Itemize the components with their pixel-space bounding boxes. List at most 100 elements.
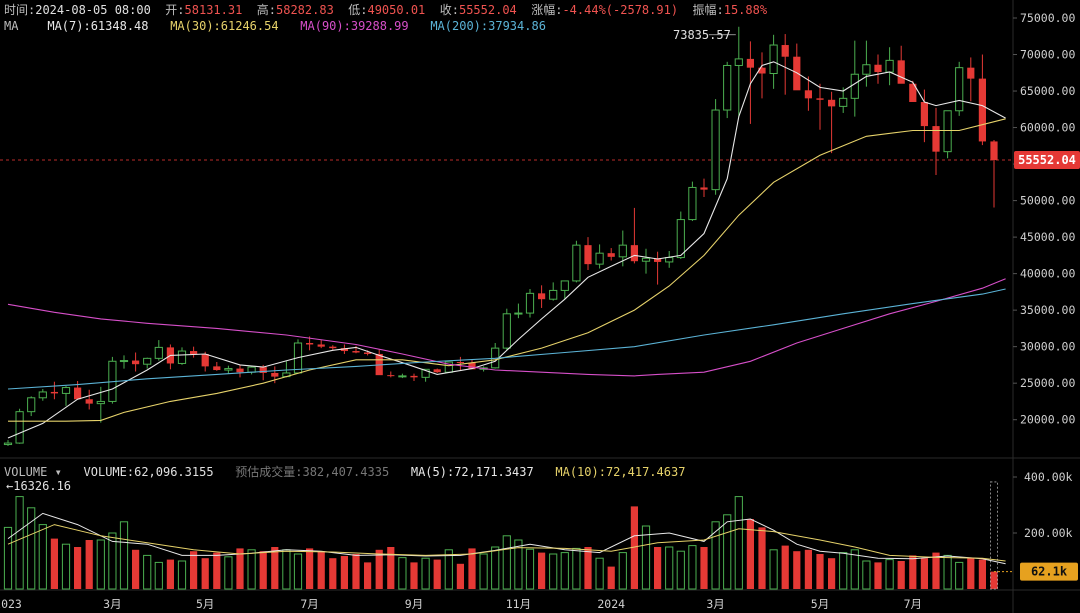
volume-bar — [850, 549, 859, 590]
candle-body — [3, 442, 13, 446]
volume-bar — [990, 571, 998, 589]
price-tick-label: 35000.00 — [1020, 303, 1075, 317]
volume-bar — [804, 549, 812, 589]
volume-bar — [572, 547, 581, 590]
volume-bar — [711, 521, 720, 590]
volume-bar — [329, 558, 337, 589]
volume-legend[interactable]: VOLUME ▾ VOLUME:62,096.3155 预估成交量:382,40… — [4, 463, 685, 480]
x-tick-label: 11月 — [506, 597, 531, 611]
volume-bar — [641, 525, 651, 590]
candle-body — [119, 360, 129, 363]
volume-bar — [282, 549, 291, 590]
volume-bar — [816, 554, 824, 589]
volume-bar — [61, 543, 71, 590]
volume-indicator-label[interactable]: VOLUME — [4, 465, 48, 479]
ma200-legend: MA(200):37934.86 — [430, 19, 546, 33]
volume-bar — [166, 559, 174, 589]
volume-bar — [595, 557, 604, 590]
time-value: 2024-08-05 08:00 — [35, 3, 151, 17]
candle-body — [96, 400, 105, 405]
chevron-down-icon[interactable]: ▾ — [54, 465, 62, 479]
volume-bar — [433, 559, 441, 589]
volume-bar — [364, 562, 372, 589]
price-tick-label: 25000.00 — [1020, 376, 1075, 390]
volume-bar — [607, 566, 615, 589]
candle-body — [421, 368, 430, 378]
volume-bar — [38, 524, 47, 590]
volume-bar — [27, 507, 36, 590]
volume-bar — [502, 535, 511, 590]
candle-body — [236, 368, 244, 373]
candle-body — [538, 293, 546, 300]
open-value: 58131.31 — [184, 3, 243, 17]
price-tick-label: 75000.00 — [1020, 11, 1075, 25]
volume-bar — [885, 559, 894, 590]
candle-body — [177, 350, 187, 364]
volume-bar — [549, 553, 558, 590]
price-tick-label: 70000.00 — [1020, 48, 1075, 62]
volume-bar — [143, 554, 152, 590]
candle-body — [665, 257, 674, 263]
volume-ma-line-ma5 — [7, 512, 1006, 565]
candle-body — [85, 399, 93, 404]
candle-body — [781, 45, 789, 57]
candle-body — [618, 244, 627, 258]
candle-body — [943, 110, 952, 153]
volume-bar — [665, 546, 674, 590]
candle-body — [955, 67, 964, 112]
candle-body — [61, 387, 71, 394]
candle-body — [676, 219, 685, 259]
candle-body — [15, 411, 24, 444]
candle-body — [572, 244, 581, 282]
volume-bar — [734, 496, 743, 590]
volume-bar — [897, 561, 905, 589]
candle-body — [641, 257, 651, 262]
candle-body — [224, 368, 233, 371]
x-tick-label: 3月 — [103, 597, 121, 611]
candle-body — [607, 253, 615, 257]
x-tick-label: 7月 — [904, 597, 922, 611]
ma7-legend: MA(7):61348.48 — [47, 19, 149, 33]
volume-bar — [874, 562, 882, 589]
volume-bar — [271, 547, 279, 589]
time-label: 时间: — [4, 3, 36, 17]
candle-body — [50, 391, 58, 394]
candle-body — [839, 97, 848, 107]
candle-body — [433, 369, 441, 373]
current-volume-box — [1020, 562, 1078, 581]
volume-bar — [746, 519, 754, 589]
current-price-box — [1014, 151, 1080, 170]
volume-bar — [862, 560, 871, 590]
candle-body — [74, 387, 82, 400]
volume-bar — [236, 548, 244, 589]
amplitude-value: 15.88% — [723, 3, 768, 17]
ma-legend[interactable]: MA MA(7):61348.48 MA(30):61246.54 MA(90)… — [4, 19, 546, 33]
volume-bar — [398, 557, 407, 590]
ma-indicator-label[interactable]: MA — [4, 19, 19, 33]
volume-bar — [468, 548, 476, 589]
candle-body — [804, 90, 812, 99]
candle-body — [560, 280, 569, 291]
volume-bar — [676, 550, 685, 590]
x-tick-label: 5月 — [196, 597, 214, 611]
candle-body — [816, 98, 824, 100]
volume-bar — [224, 556, 233, 590]
volume-bar — [132, 549, 140, 589]
candle-body — [595, 252, 604, 265]
info-bar: 时间:2024-08-05 08:00 开:58131.31 高:58282.8… — [4, 1, 767, 18]
price-tick-label: 65000.00 — [1020, 84, 1075, 98]
volume-bar — [978, 559, 986, 589]
volume-bar — [584, 547, 592, 589]
volume-bar — [758, 527, 766, 589]
candle-body — [711, 109, 720, 191]
volume-bar — [387, 547, 395, 589]
volume-bar — [479, 553, 488, 590]
candle-body — [364, 352, 372, 354]
candle-body — [850, 73, 859, 99]
volume-ma5-legend: MA(5):72,171.3437 — [410, 465, 534, 479]
volume-bar — [932, 552, 940, 589]
volume-bar — [213, 552, 221, 589]
volume-bar — [444, 549, 453, 590]
change-value: -4.44%(-2578.91) — [562, 3, 679, 17]
